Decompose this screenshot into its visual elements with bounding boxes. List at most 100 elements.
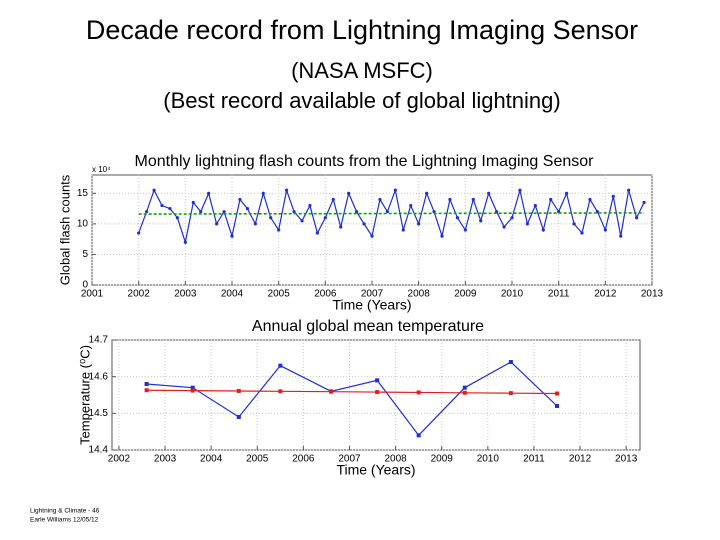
point	[375, 390, 380, 395]
point	[554, 404, 559, 408]
point	[145, 210, 149, 214]
x-tick-label: 2002	[108, 454, 131, 465]
point	[370, 234, 374, 238]
series-line	[146, 389, 558, 395]
chart-title: Annual global mean temperature	[252, 318, 484, 335]
point	[285, 188, 289, 192]
y-axis-label: Global flash counts	[57, 174, 72, 285]
point	[525, 222, 530, 226]
y-tick-label: 5	[82, 249, 88, 260]
point	[471, 197, 475, 202]
point	[416, 433, 421, 438]
point	[215, 222, 219, 226]
x-tick-label: 2008	[408, 289, 431, 300]
x-tick-label: 2008	[384, 454, 407, 465]
point	[308, 203, 312, 208]
y-axis-label: Temperature (⁰C)	[77, 345, 92, 445]
point	[160, 203, 164, 208]
x-axis-label: Time (Years)	[332, 297, 411, 313]
x-tick-label: 2001	[81, 289, 104, 300]
point	[190, 388, 195, 393]
point	[191, 200, 195, 205]
point	[432, 210, 436, 214]
point	[479, 219, 483, 223]
y-tick-label: 10	[77, 219, 89, 230]
point	[533, 203, 537, 208]
x-tick-label: 2010	[477, 454, 500, 465]
point	[642, 200, 646, 205]
point	[462, 385, 467, 390]
point	[278, 389, 283, 394]
point	[222, 210, 226, 214]
point	[277, 228, 281, 232]
slide-subtitle: (Best record available of global lightni…	[163, 88, 560, 113]
point	[611, 194, 615, 198]
point	[448, 197, 452, 202]
point	[627, 188, 631, 192]
x-tick-label: 2011	[523, 454, 545, 465]
point	[347, 191, 351, 195]
point	[518, 188, 522, 192]
x-tick-label: 2004	[200, 454, 223, 465]
point	[269, 216, 273, 220]
point	[462, 390, 467, 395]
point	[375, 378, 380, 383]
point	[409, 203, 413, 208]
x-tick-label: 2006	[314, 289, 337, 300]
x-tick-label: 2011	[548, 289, 570, 300]
point	[619, 234, 623, 238]
point	[603, 228, 607, 232]
x-tick-label: 2012	[569, 454, 592, 465]
point	[144, 388, 149, 393]
point	[175, 216, 179, 220]
point	[300, 219, 304, 223]
y-tick-label: 14.4	[89, 445, 109, 456]
point	[137, 231, 141, 235]
point	[292, 210, 296, 214]
point	[549, 197, 553, 202]
x-tick-label: 2003	[154, 454, 177, 465]
y-tick-label: 14.5	[89, 408, 109, 419]
point	[510, 216, 514, 220]
x-tick-label: 2009	[454, 289, 477, 300]
x-tick-label: 2006	[292, 454, 315, 465]
point	[378, 197, 382, 202]
x-tick-label: 2003	[174, 289, 197, 300]
point	[190, 385, 195, 390]
point	[329, 389, 334, 394]
point	[393, 188, 397, 192]
slide-subtitle: (NASA MSFC)	[291, 58, 433, 83]
point	[455, 216, 459, 220]
point	[230, 234, 234, 238]
footer: Earle Williams 12/05/12	[30, 517, 99, 524]
axis-multiplier: x 10⁴	[92, 165, 111, 174]
series-line	[138, 188, 645, 245]
point	[580, 231, 584, 235]
point	[152, 188, 156, 192]
point	[183, 240, 187, 244]
plot-area	[111, 339, 641, 451]
point	[315, 231, 319, 235]
point	[144, 382, 149, 386]
point	[323, 216, 327, 220]
point	[245, 207, 249, 211]
point	[278, 363, 283, 368]
point	[199, 210, 203, 214]
y-tick-label: 14.7	[89, 335, 109, 346]
x-axis-label: Time (Years)	[336, 462, 415, 478]
point	[487, 191, 491, 195]
x-tick-label: 2002	[128, 289, 151, 300]
point	[253, 222, 257, 226]
y-tick-label: 15	[77, 188, 89, 199]
x-tick-label: 2010	[501, 289, 524, 300]
point	[236, 415, 241, 419]
series-line	[146, 361, 558, 437]
x-tick-label: 2007	[361, 289, 384, 300]
point	[236, 388, 241, 393]
y-tick-label: 14.6	[89, 371, 109, 382]
point	[339, 225, 343, 229]
point	[401, 228, 405, 232]
x-tick-label: 2007	[338, 454, 361, 465]
chart-title: Monthly lightning flash counts from the …	[135, 153, 595, 170]
